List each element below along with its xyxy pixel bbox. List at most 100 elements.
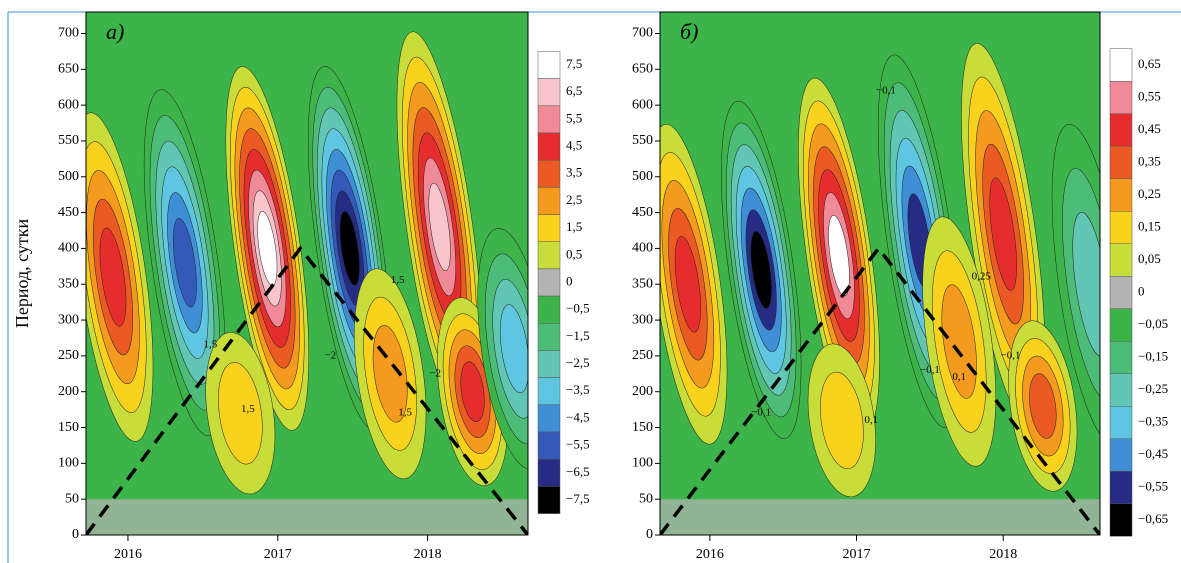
- contour-region: [460, 361, 485, 422]
- colorbar-swatch: [537, 323, 561, 351]
- y-tick-label: 500: [58, 169, 79, 184]
- colorbar-swatch: [537, 404, 561, 433]
- colorbar-label: −0,45: [1138, 446, 1168, 461]
- colorbar-label: 7,5: [566, 56, 582, 71]
- x-tick-label: 2018: [989, 547, 1017, 562]
- contour-label: −2: [324, 349, 336, 361]
- contour-label: −0,1: [751, 407, 771, 419]
- plot-border: [659, 11, 1101, 536]
- colorbar-label: 0: [1138, 283, 1145, 298]
- colorbar-label: 1,5: [566, 219, 582, 234]
- colorbar-label: −0,05: [1138, 316, 1168, 331]
- colorbar-swatch: [1109, 503, 1133, 537]
- y-tick-label: 600: [58, 97, 79, 112]
- colorbar-label: 4,5: [566, 138, 582, 153]
- colorbar-label: −2,5: [566, 355, 590, 370]
- colorbar-swatch: [1109, 81, 1133, 114]
- x-tick-label: 2017: [264, 547, 292, 562]
- y-tick-label: 150: [632, 420, 653, 435]
- colorbar-swatch: [1109, 146, 1133, 179]
- colorbar-swatch: [1109, 211, 1133, 244]
- y-tick-label: 550: [632, 133, 653, 148]
- y-tick-label: 600: [632, 97, 653, 112]
- y-tick-label: 200: [58, 384, 79, 399]
- colorbar-label: −7,5: [566, 491, 590, 506]
- colorbar-label: 2,5: [566, 192, 582, 207]
- colorbar-label: −3,5: [566, 382, 590, 397]
- colorbar-swatch: [537, 159, 561, 188]
- colorbar-swatch: [537, 377, 561, 406]
- colorbar-swatch: [1109, 243, 1133, 277]
- contour-region: [674, 236, 701, 333]
- y-tick-label: 350: [632, 276, 653, 291]
- contour-region: [339, 211, 360, 286]
- contour-label: 1,5: [398, 407, 412, 419]
- panel-title: б): [680, 19, 698, 44]
- contour-region: [750, 231, 772, 309]
- zero-band: [660, 499, 1100, 535]
- y-tick-label: 100: [632, 456, 653, 471]
- y-tick-label: 250: [632, 348, 653, 363]
- y-tick-label: 650: [632, 62, 653, 77]
- colorbar-label: −0,35: [1138, 413, 1168, 428]
- colorbar-label: 5,5: [566, 110, 582, 125]
- zero-band: [86, 499, 528, 535]
- colorbar-swatch: [1109, 308, 1133, 342]
- colorbar-swatch: [537, 350, 561, 378]
- colorbar-swatch: [537, 78, 561, 107]
- panel-title: а): [106, 19, 124, 44]
- colorbar-swatch: [537, 268, 561, 297]
- colorbar-swatch: [537, 486, 561, 514]
- colorbar-swatch: [537, 187, 561, 215]
- panel: −0,1 0,25 0,1 −0,1 −0,1 −0,1 0,1 0 50 100 150 200 25…: [632, 11, 1168, 562]
- cone-of-influence: [660, 245, 1100, 535]
- plot-area: −0,1 0,25 0,1 −0,1 −0,1 −0,1 0,1: [660, 12, 1100, 535]
- colorbar-label: −0,5: [566, 301, 590, 316]
- colorbar-label: 0,15: [1138, 218, 1161, 233]
- colorbar-swatch: [537, 241, 561, 270]
- panel: 1,5 1,5 −2 1,5 1,5 −2 0 50 100 150 200 250 300 350 400…: [12, 11, 590, 562]
- contour-label: 1,5: [241, 403, 255, 415]
- colorbar-label: −0,55: [1138, 478, 1168, 493]
- y-tick-label: 0: [646, 527, 653, 542]
- contour-label: 1,5: [391, 274, 405, 286]
- y-axis-label: Период, сутки: [12, 219, 32, 329]
- colorbar-swatch: [1109, 276, 1133, 309]
- y-tick-label: 400: [632, 241, 653, 256]
- colorbar-swatch: [1109, 48, 1133, 82]
- y-tick-label: 250: [58, 348, 79, 363]
- contour-label: 1,5: [203, 339, 217, 351]
- colorbar-label: −4,5: [566, 409, 590, 424]
- contour-region: [218, 362, 263, 465]
- plot-border: [85, 11, 529, 536]
- plot-area: 1,5 1,5 −2 1,5 1,5 −2: [86, 12, 528, 535]
- y-tick-label: 150: [58, 420, 79, 435]
- y-tick-label: 300: [58, 312, 79, 327]
- y-tick-label: 500: [632, 169, 653, 184]
- contour-region: [1029, 373, 1057, 439]
- y-tick-label: 200: [632, 384, 653, 399]
- colorbar-swatch: [1109, 471, 1133, 504]
- colorbar-label: 0,45: [1138, 121, 1161, 136]
- y-tick-label: 350: [58, 276, 79, 291]
- y-tick-label: 300: [632, 312, 653, 327]
- colorbar-swatch: [537, 132, 561, 161]
- contour-label: −0,1: [876, 84, 896, 96]
- contour-region: [428, 182, 451, 271]
- colorbar-label: 0,55: [1138, 88, 1161, 103]
- colorbar-swatch: [537, 295, 561, 324]
- colorbar-label: 0,05: [1138, 251, 1161, 266]
- colorbar-swatch: [1109, 406, 1133, 439]
- contour-region: [99, 227, 127, 327]
- colorbar-label: −0,25: [1138, 381, 1168, 396]
- x-tick-label: 2017: [843, 547, 871, 562]
- colorbar-swatch: [1109, 438, 1133, 472]
- y-tick-label: 550: [58, 133, 79, 148]
- contour-label: 0,1: [864, 414, 878, 426]
- contour-region: [820, 371, 864, 469]
- colorbar-swatch: [537, 214, 561, 242]
- colorbar-label: −5,5: [566, 437, 590, 452]
- y-tick-label: 700: [58, 26, 79, 41]
- colorbar-label: 6,5: [566, 83, 582, 98]
- colorbar-swatch: [1109, 341, 1133, 374]
